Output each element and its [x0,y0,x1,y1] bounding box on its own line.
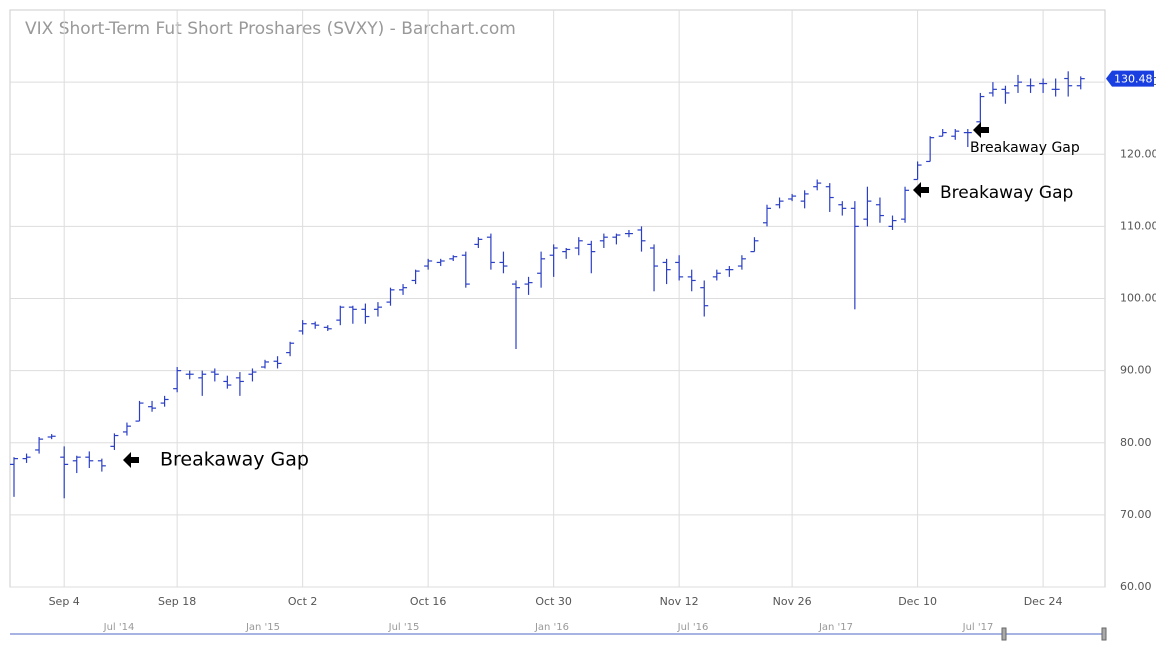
annotation: Breakaway Gap [160,449,309,471]
navigator-label: Jul '17 [962,622,994,633]
chart-title: VIX Short-Term Fut Short Proshares (SVXY… [25,19,516,39]
navigator-label: Jan '17 [818,622,853,633]
last-price-badge [1106,70,1154,87]
navigator-label: Jul '15 [388,622,420,633]
y-tick-label: 70.00 [1120,508,1152,521]
navigator-label: Jan '15 [245,622,280,633]
annotation-arrow [973,122,989,138]
x-tick-label: Nov 26 [773,595,812,608]
y-tick-label: 60.00 [1120,580,1152,593]
x-tick-label: Nov 12 [660,595,699,608]
x-tick-label: Oct 2 [288,595,318,608]
x-tick-label: Oct 30 [535,595,572,608]
x-tick-label: Oct 16 [410,595,447,608]
last-price-label: 130.48 [1114,73,1153,86]
x-tick-label: Dec 24 [1024,595,1063,608]
annotation-arrow [913,182,929,198]
x-tick-label: Dec 10 [898,595,937,608]
navigator-label: Jul '14 [103,622,135,633]
y-tick-label: 110.00 [1120,219,1156,232]
navigator-handle [1101,627,1107,641]
y-tick-label: 80.00 [1120,436,1152,449]
navigator-label: Jan '16 [534,622,569,633]
x-tick-label: Sep 4 [49,595,80,608]
annotation: Breakaway Gap [940,183,1073,203]
annotation-arrow [123,452,139,468]
y-tick-label: 100.00 [1120,292,1156,305]
navigator-label: Jul '16 [677,622,709,633]
annotation: Breakaway Gap [970,140,1080,156]
y-tick-label: 120.00 [1120,147,1156,160]
navigator-handle [1001,627,1007,641]
y-tick-label: 90.00 [1120,364,1152,377]
x-tick-label: Sep 18 [158,595,196,608]
